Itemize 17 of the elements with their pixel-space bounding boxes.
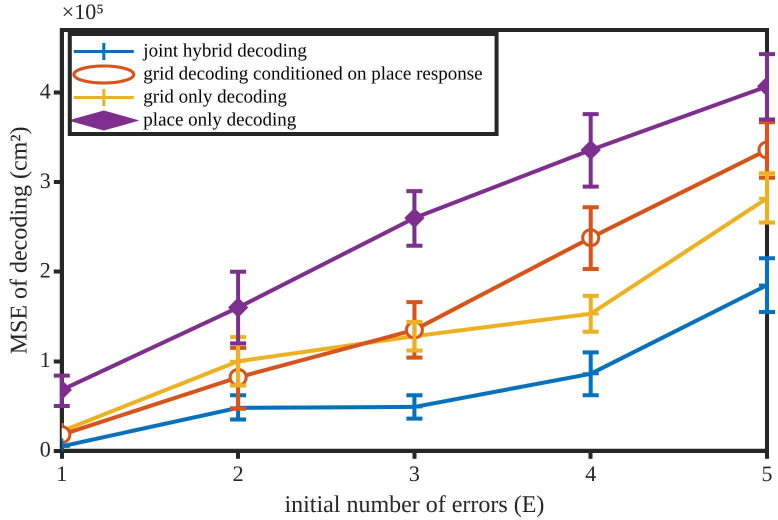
x-tick-label: 5 bbox=[762, 460, 772, 486]
legend-label: joint hybrid decoding bbox=[142, 40, 308, 62]
x-tick-label: 1 bbox=[56, 460, 68, 486]
x-tick-label: 3 bbox=[408, 460, 420, 486]
x-axis-title: initial number of errors (E) bbox=[284, 492, 544, 518]
x-tick-label: 4 bbox=[585, 460, 596, 486]
y-tick-label: 4 bbox=[40, 78, 51, 104]
legend-label: grid only decoding bbox=[143, 86, 288, 108]
y-tick-label: 2 bbox=[40, 258, 51, 283]
x-tick-label: 2 bbox=[232, 460, 244, 486]
y-tick-label: 3 bbox=[40, 168, 51, 193]
y-axis-title: MSE of decoding (cm²) bbox=[6, 126, 33, 354]
legend-label: place only decoding bbox=[143, 109, 297, 130]
text: ×10⁵ bbox=[62, 0, 104, 24]
y-tick-label: 1 bbox=[40, 347, 51, 372]
legend-label: grid decoding conditioned on place response bbox=[143, 63, 483, 84]
y-tick-label: 0 bbox=[40, 436, 51, 462]
